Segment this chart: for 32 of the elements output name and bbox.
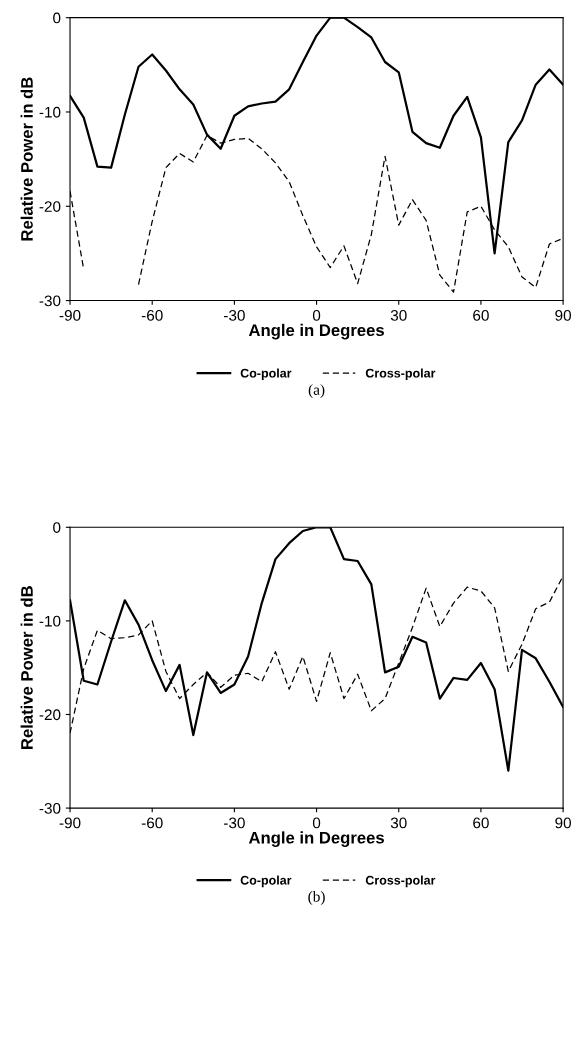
text: (a) — [308, 384, 325, 399]
text: (b) — [308, 891, 325, 905]
legend-label: Cross-polar — [365, 368, 436, 381]
y-tick-label: -20 — [39, 201, 61, 212]
x-tick-label: 90 — [555, 309, 571, 321]
y-tick-label: 0 — [53, 522, 61, 533]
y-tick-label: 0 — [53, 12, 61, 24]
x-tick-label: -90 — [59, 817, 81, 829]
x-tick-label: -30 — [224, 309, 245, 321]
legend-label: Co-polar — [240, 368, 292, 381]
x-tick-label: 0 — [312, 817, 321, 829]
y-axis-title: Relative Power in dB — [20, 586, 33, 749]
y-tick-label: -10 — [39, 615, 61, 627]
x-tick-label: 60 — [473, 309, 489, 321]
y-axis-title: Relative Power in dB — [20, 77, 33, 241]
x-tick-label: -30 — [224, 817, 245, 829]
x-tick-label: 90 — [555, 817, 571, 829]
y-tick-label: -30 — [39, 295, 61, 307]
x-tick-label: -60 — [141, 309, 163, 321]
x-axis-title: Angle in Degrees — [248, 831, 384, 847]
x-tick-label: 30 — [390, 309, 407, 321]
y-tick-label: -30 — [39, 802, 61, 814]
y-tick-label: -20 — [39, 709, 61, 721]
legend-label: Cross-polar — [365, 875, 436, 888]
x-tick-label: 60 — [473, 817, 489, 829]
y-tick-label: -10 — [39, 106, 61, 118]
x-tick-label: -90 — [59, 309, 81, 321]
legend-label: Co-polar — [240, 875, 292, 888]
x-tick-label: 0 — [312, 309, 321, 321]
x-tick-label: -60 — [141, 817, 163, 829]
x-axis-title: Angle in Degrees — [248, 323, 384, 340]
x-tick-label: 30 — [390, 817, 407, 829]
